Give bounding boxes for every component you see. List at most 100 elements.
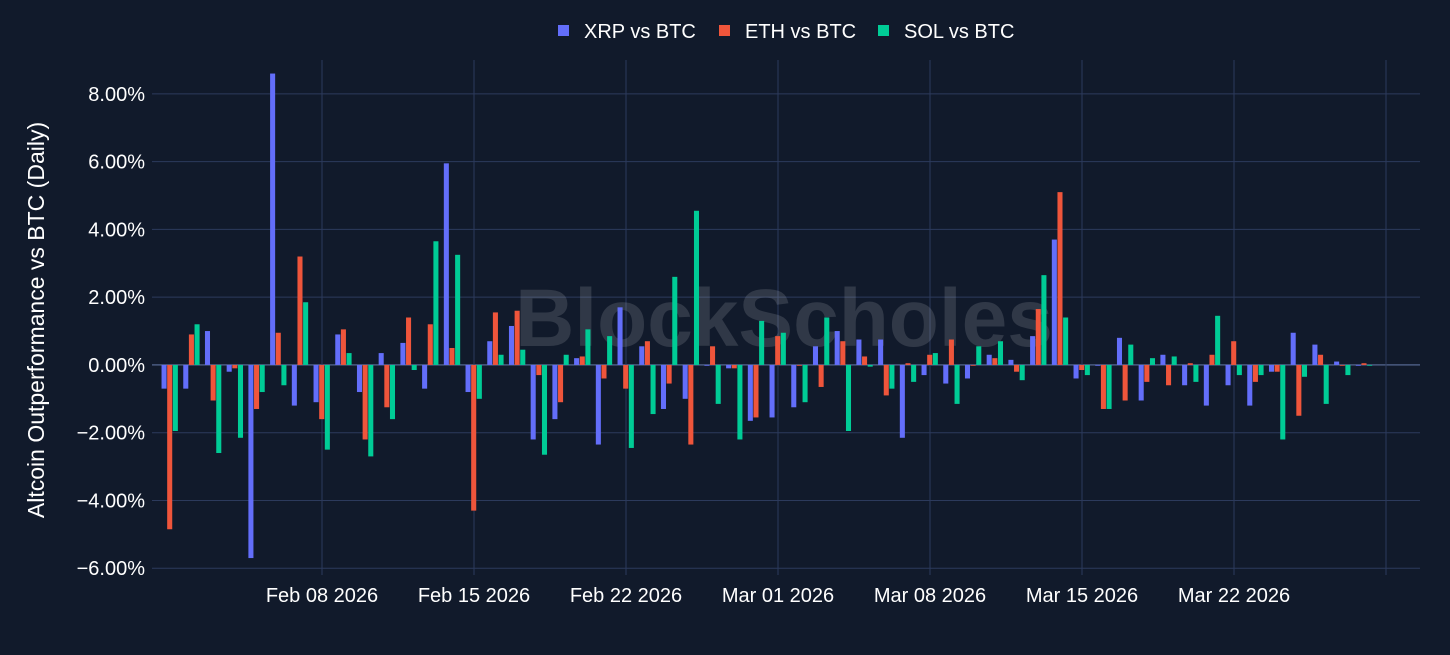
bar-eth-vs-btc <box>514 310 520 365</box>
bar-sol-vs-btc <box>259 364 265 393</box>
legend-swatch <box>878 25 889 36</box>
bar-xrp-vs-btc <box>682 364 688 399</box>
bar-sol-vs-btc <box>997 341 1004 365</box>
bar-eth-vs-btc <box>775 336 781 365</box>
legend-item: ETH vs BTC <box>719 21 856 43</box>
bar-sol-vs-btc <box>455 254 461 365</box>
bar-sol-vs-btc <box>1236 364 1242 376</box>
bar-xrp-vs-btc <box>1138 364 1144 401</box>
bar-eth-vs-btc <box>340 329 346 365</box>
bar-xrp-vs-btc <box>899 364 905 438</box>
y-tick-label: 8.00% <box>88 84 145 106</box>
y-tick-label: −4.00% <box>77 490 146 512</box>
bar-xrp-vs-btc <box>313 364 319 403</box>
x-tick-label: Feb 15 2026 <box>418 585 530 607</box>
bar-xrp-vs-btc <box>204 331 211 365</box>
bar-eth-vs-btc <box>1339 364 1345 366</box>
bar-eth-vs-btc <box>1209 354 1215 365</box>
bar-sol-vs-btc <box>1215 315 1221 365</box>
bar-sol-vs-btc <box>889 364 895 389</box>
bar-xrp-vs-btc <box>422 364 428 389</box>
bar-sol-vs-btc <box>1301 364 1308 377</box>
bars <box>161 73 1373 559</box>
bar-sol-vs-btc <box>194 324 200 365</box>
bar-sol-vs-btc <box>324 364 330 450</box>
bar-eth-vs-btc <box>753 364 759 418</box>
bar-xrp-vs-btc <box>639 346 645 365</box>
bar-xrp-vs-btc <box>1334 361 1340 365</box>
bar-sol-vs-btc <box>1323 364 1329 404</box>
y-axis-ticks: −6.00% −4.00% −2.00% 0.00% 2.00% 4.00% 6.00% 8.… <box>77 84 146 580</box>
bar-xrp-vs-btc <box>595 364 601 445</box>
bar-xrp-vs-btc <box>443 163 449 365</box>
y-tick-label: 6.00% <box>88 152 145 174</box>
bar-sol-vs-btc <box>845 364 852 431</box>
y-tick-label: −6.00% <box>77 558 146 580</box>
legend-item: SOL vs BTC <box>878 21 1014 43</box>
bar-eth-vs-btc <box>1079 364 1085 371</box>
bar-sol-vs-btc <box>520 349 526 365</box>
bar-sol-vs-btc <box>368 364 374 457</box>
bar-xrp-vs-btc <box>1247 364 1253 406</box>
bar-sol-vs-btc <box>715 364 721 404</box>
bar-xrp-vs-btc <box>161 364 167 389</box>
bar-eth-vs-btc <box>1252 364 1258 382</box>
bar-eth-vs-btc <box>427 324 433 365</box>
bar-eth-vs-btc <box>1296 364 1302 416</box>
bar-sol-vs-btc <box>954 364 960 404</box>
y-tick-label: 0.00% <box>88 355 145 377</box>
bar-xrp-vs-btc <box>574 358 580 365</box>
x-tick-label: Feb 22 2026 <box>570 585 682 607</box>
bar-eth-vs-btc <box>818 364 824 387</box>
bar-sol-vs-btc <box>346 353 352 365</box>
bar-eth-vs-btc <box>232 364 238 369</box>
bar-sol-vs-btc <box>1019 364 1025 381</box>
bar-sol-vs-btc <box>1367 364 1373 366</box>
bar-xrp-vs-btc <box>1312 344 1318 365</box>
bar-sol-vs-btc <box>172 364 178 431</box>
bar-xrp-vs-btc <box>726 364 732 369</box>
bar-sol-vs-btc <box>1345 364 1351 376</box>
bar-xrp-vs-btc <box>270 73 276 365</box>
y-axis-label: Altcoin Outperformance vs BTC (Daily) <box>23 122 49 518</box>
bar-eth-vs-btc <box>840 341 846 365</box>
bar-eth-vs-btc <box>362 364 368 440</box>
x-tick-label: Mar 01 2026 <box>722 585 834 607</box>
bar-eth-vs-btc <box>1361 363 1367 365</box>
bar-eth-vs-btc <box>905 363 911 365</box>
bar-sol-vs-btc <box>628 364 634 448</box>
bar-eth-vs-btc <box>449 347 455 365</box>
bar-sol-vs-btc <box>1106 364 1112 409</box>
bar-sol-vs-btc <box>672 276 678 365</box>
x-tick-label: Mar 15 2026 <box>1026 585 1138 607</box>
bar-sol-vs-btc <box>1258 364 1264 376</box>
bar-sol-vs-btc <box>541 364 548 455</box>
bar-xrp-vs-btc <box>964 364 971 379</box>
bar-sol-vs-btc <box>1280 364 1286 440</box>
bar-xrp-vs-btc <box>856 339 862 365</box>
bar-eth-vs-btc <box>1166 364 1172 386</box>
bar-sol-vs-btc <box>281 364 287 386</box>
bar-xrp-vs-btc <box>183 364 189 389</box>
bar-eth-vs-btc <box>384 364 390 408</box>
bar-xrp-vs-btc <box>704 364 710 366</box>
bar-eth-vs-btc <box>1057 192 1063 365</box>
bar-xrp-vs-btc <box>400 342 406 365</box>
bar-xrp-vs-btc <box>487 341 493 365</box>
bar-eth-vs-btc <box>970 364 976 366</box>
bar-sol-vs-btc <box>585 329 591 365</box>
bar-sol-vs-btc <box>802 364 808 403</box>
bar-eth-vs-btc <box>167 364 173 530</box>
bar-sol-vs-btc <box>563 354 569 365</box>
bar-xrp-vs-btc <box>747 364 753 421</box>
bar-sol-vs-btc <box>1171 356 1177 365</box>
bar-xrp-vs-btc <box>791 364 797 408</box>
legend-swatch <box>558 25 569 36</box>
bar-sol-vs-btc <box>303 302 309 365</box>
bar-sol-vs-btc <box>650 364 656 415</box>
bar-eth-vs-btc <box>710 346 716 365</box>
bar-xrp-vs-btc <box>1008 359 1014 365</box>
bar-eth-vs-btc <box>796 364 802 366</box>
